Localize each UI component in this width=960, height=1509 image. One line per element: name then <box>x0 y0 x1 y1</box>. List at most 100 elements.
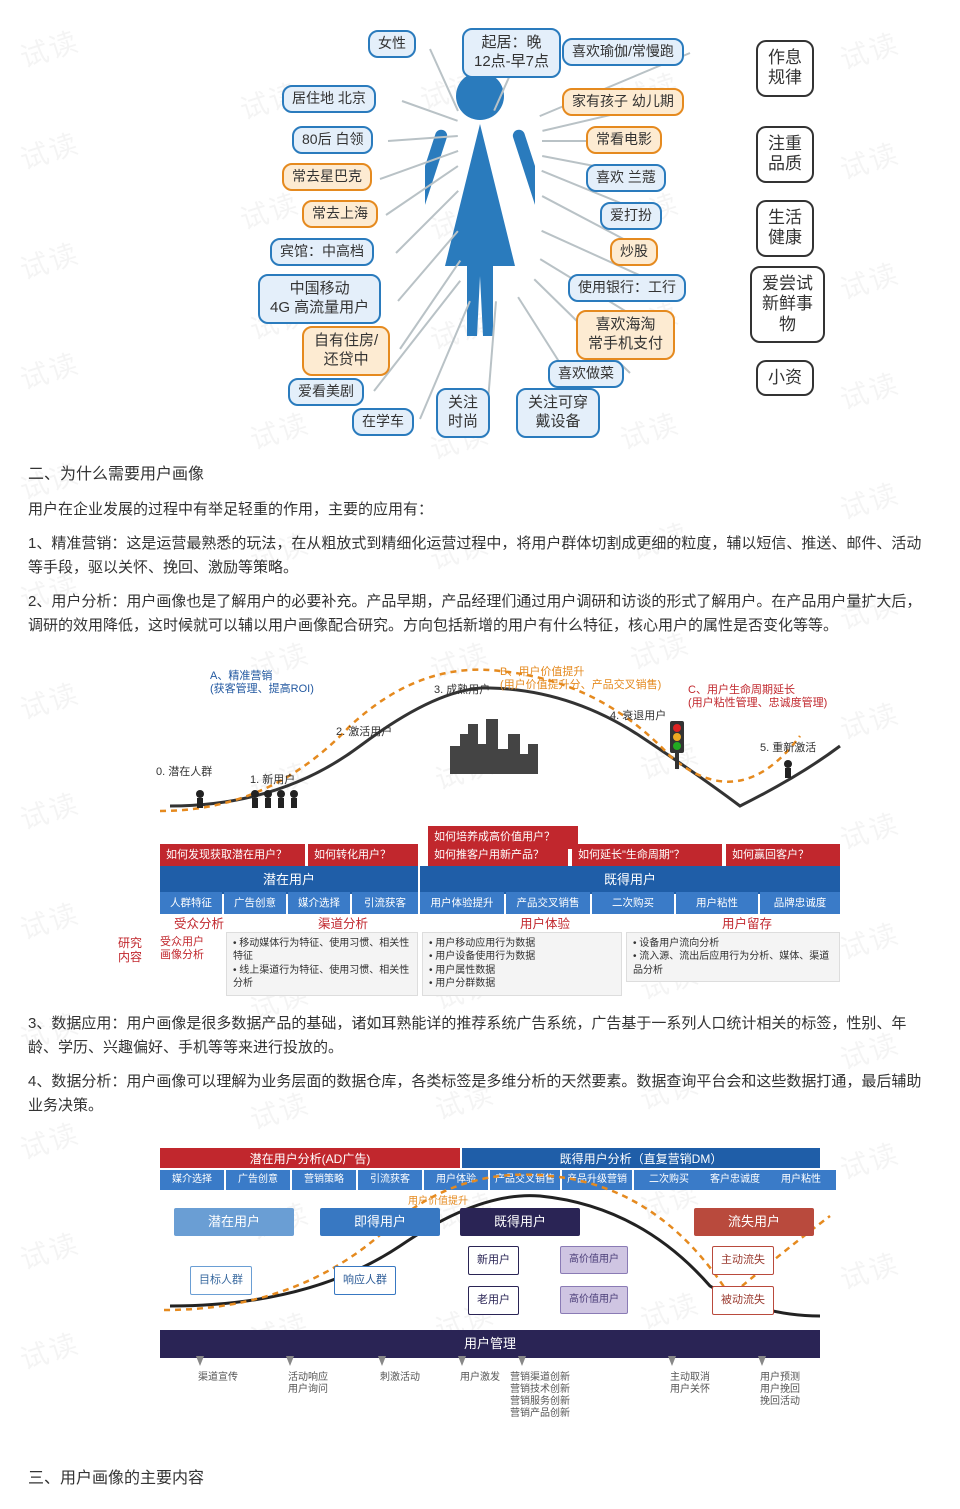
lc2-stage: 既得用户 <box>460 1208 580 1237</box>
user-mgmt-bar: 用户管理 <box>160 1330 820 1359</box>
lc2-bottom-item: 用户预测 用户挽回 挽回活动 <box>740 1372 820 1408</box>
phase-potential: 潜在用户 <box>160 866 418 895</box>
lifecycle-diagram-2: 潜在用户分析(AD广告) 既得用户分析（直复营销DM） 媒介选择广告创意营销策略… <box>100 1146 860 1436</box>
box-target: 目标人群 <box>190 1266 252 1296</box>
persona-tag: 常去上海 <box>302 200 378 228</box>
lc1-subheader: 引流获客 <box>352 892 418 915</box>
redlabel-2: 用户体验 <box>520 914 570 934</box>
box-hv2: 高价值用户 <box>560 1286 628 1314</box>
paragraph-4: 4、数据分析：用户画像可以理解为业务层面的数据仓库，各类标签是多维分析的天然要素… <box>28 1070 932 1118</box>
persona-tag: 喜欢瑜伽/常慢跑 <box>562 38 684 66</box>
persona-tag: 使用银行：工行 <box>568 274 686 302</box>
watermark: 试读 <box>15 672 86 733</box>
note-c: C、用户生命周期延长 (用户粘性管理、忠诚度管理) <box>688 684 827 710</box>
persona-tag: 喜欢做菜 <box>548 360 624 388</box>
red-q-5: 如何赢回客户？ <box>726 844 840 868</box>
persona-tag: 炒股 <box>610 238 658 266</box>
persona-tag: 女性 <box>368 30 416 58</box>
paragraph-1: 1、精准营销：这是运营最熟悉的玩法，在从粗放式到精细化运营过程中，将用户群体切割… <box>28 532 932 580</box>
stage-3: 3. 成熟用户 <box>434 684 490 697</box>
stage-4: 4. 衰退用户 <box>610 710 666 723</box>
red-q-0: 如何发现获取潜在用户？ <box>160 844 305 868</box>
persona-tag: 在学车 <box>352 408 414 436</box>
persona-summary: 注重 品质 <box>756 126 814 183</box>
content-0: • 移动媒体行为特征、使用习惯、相关性特征 • 线上渠道行为特征、使用习惯、相关… <box>226 932 418 996</box>
side-label-0: 研究 内容 <box>118 936 142 965</box>
box-response: 响应人群 <box>334 1266 396 1296</box>
redlabel-0: 受众分析 <box>174 914 224 934</box>
box-active-loss: 主动流失 <box>712 1246 774 1276</box>
persona-tag: 常看电影 <box>586 126 662 154</box>
watermark: 试读 <box>15 232 86 293</box>
phase-acquired: 既得用户 <box>420 866 840 895</box>
lc2-bottom-item: 渠道宣传 <box>178 1372 258 1384</box>
lc2-bottom-item: 活动响应 用户询问 <box>268 1372 348 1396</box>
note-a: A、精准营销 (获客管理、提高ROI) <box>210 670 314 696</box>
section-3-heading: 三、用户画像的主要内容 <box>28 1466 932 1492</box>
persona-tag: 起居：晚 12点-早7点 <box>462 28 561 78</box>
persona-tag: 关注 时尚 <box>436 388 490 438</box>
note-b: B、用户价值提升 (用户价值提升分、产品交叉销售) <box>500 666 661 692</box>
box-old: 老用户 <box>468 1286 519 1316</box>
persona-tag: 家有孩子 幼儿期 <box>562 88 684 116</box>
lc2-stage: 潜在用户 <box>174 1208 294 1237</box>
red-q-1: 如何转化用户？ <box>308 844 418 868</box>
down-arrow-icon <box>758 1356 766 1366</box>
persona-tag: 自有住房/ 还贷中 <box>302 326 390 376</box>
watermark: 试读 <box>15 342 86 403</box>
persona-tag: 中国移动 4G 高流量用户 <box>258 274 381 324</box>
persona-tag: 爱看美剧 <box>288 378 364 406</box>
watermark: 试读 <box>15 20 86 81</box>
persona-summary: 生活 健康 <box>756 200 814 257</box>
lc2-bottom-item: 刺激活动 <box>360 1372 440 1384</box>
red-q-3: 如何推客户用新产品？ <box>428 844 568 868</box>
persona-tag: 80后 白领 <box>292 126 373 154</box>
box-new: 新用户 <box>468 1246 519 1276</box>
lifecycle-diagram-1: A、精准营销 (获客管理、提高ROI) B、用户价值提升 (用户价值提升分、产品… <box>100 666 860 986</box>
persona-tag: 喜欢海淘 常手机支付 <box>576 310 675 360</box>
stage-2: 2. 激活用户 <box>336 726 392 739</box>
lc1-subheader: 产品交叉销售 <box>506 892 590 915</box>
watermark: 试读 <box>15 1322 86 1383</box>
down-arrow-icon <box>196 1356 204 1366</box>
persona-tag: 关注可穿 戴设备 <box>516 388 600 438</box>
box-hv1: 高价值用户 <box>560 1246 628 1274</box>
lc1-subheader: 二次购买 <box>592 892 674 915</box>
lc2-bottom-item: 营销渠道创新 营销技术创新 营销服务创新 营销产品创新 <box>500 1372 580 1420</box>
side-label-1: 受众用户 画像分析 <box>160 936 204 962</box>
lc1-subheader: 人群特征 <box>160 892 222 915</box>
watermark: 试读 <box>15 122 86 183</box>
lc2-stage: 流失用户 <box>694 1208 814 1237</box>
paragraph-3: 3、数据应用：用户画像是很多数据产品的基础，诸如耳熟能详的推荐系统广告系统，广告… <box>28 1012 932 1060</box>
section-2-heading: 二、为什么需要用户画像 <box>28 462 932 488</box>
content-2: • 设备用户流向分析 • 流入源、流出后应用行为分析、媒体、渠道品分析 <box>626 932 840 983</box>
down-arrow-icon <box>378 1356 386 1366</box>
persona-tag: 宾馆：中高档 <box>270 238 374 266</box>
persona-tag: 爱打扮 <box>600 202 662 230</box>
lc2-stage: 即得用户 <box>320 1208 440 1237</box>
watermark: 试读 <box>15 1222 86 1283</box>
redlabel-1: 渠道分析 <box>318 914 368 934</box>
watermark: 试读 <box>15 782 86 843</box>
intro-paragraph: 用户在企业发展的过程中有举足轻重的作用，主要的应用有： <box>28 498 932 522</box>
persona-summary: 作息 规律 <box>756 40 814 97</box>
down-arrow-icon <box>518 1356 526 1366</box>
persona-tag: 居住地 北京 <box>282 85 376 113</box>
lc1-subheader: 品牌忠诚度 <box>760 892 840 915</box>
watermark: 试读 <box>15 892 86 953</box>
stage-5: 5. 重新激活 <box>760 742 816 755</box>
stage-0: 0. 潜在人群 <box>156 766 212 779</box>
lc1-subheader: 用户体验提升 <box>420 892 504 915</box>
paragraph-2: 2、用户分析：用户画像也是了解用户的必要补充。产品早期，产品经理们通过用户调研和… <box>28 590 932 638</box>
content-1: • 用户移动应用行为数据 • 用户设备使用行为数据 • 用户属性数据 • 用户分… <box>422 932 622 996</box>
down-arrow-icon <box>286 1356 294 1366</box>
persona-tag: 常去星巴克 <box>282 163 372 191</box>
persona-tag: 喜欢 兰蔻 <box>586 164 666 192</box>
persona-summary: 小资 <box>756 360 814 396</box>
down-arrow-icon <box>668 1356 676 1366</box>
persona-diagram: 女性居住地 北京 80后 白领常去星巴克常去上海宾馆：中高档中国移动 4G 高流量… <box>110 0 850 430</box>
down-arrow-icon <box>458 1356 466 1366</box>
red-q-4: 如何延长"生命周期"？ <box>572 844 722 868</box>
lc1-subheader: 用户粘性 <box>676 892 758 915</box>
redlabel-3: 用户留存 <box>722 914 772 934</box>
